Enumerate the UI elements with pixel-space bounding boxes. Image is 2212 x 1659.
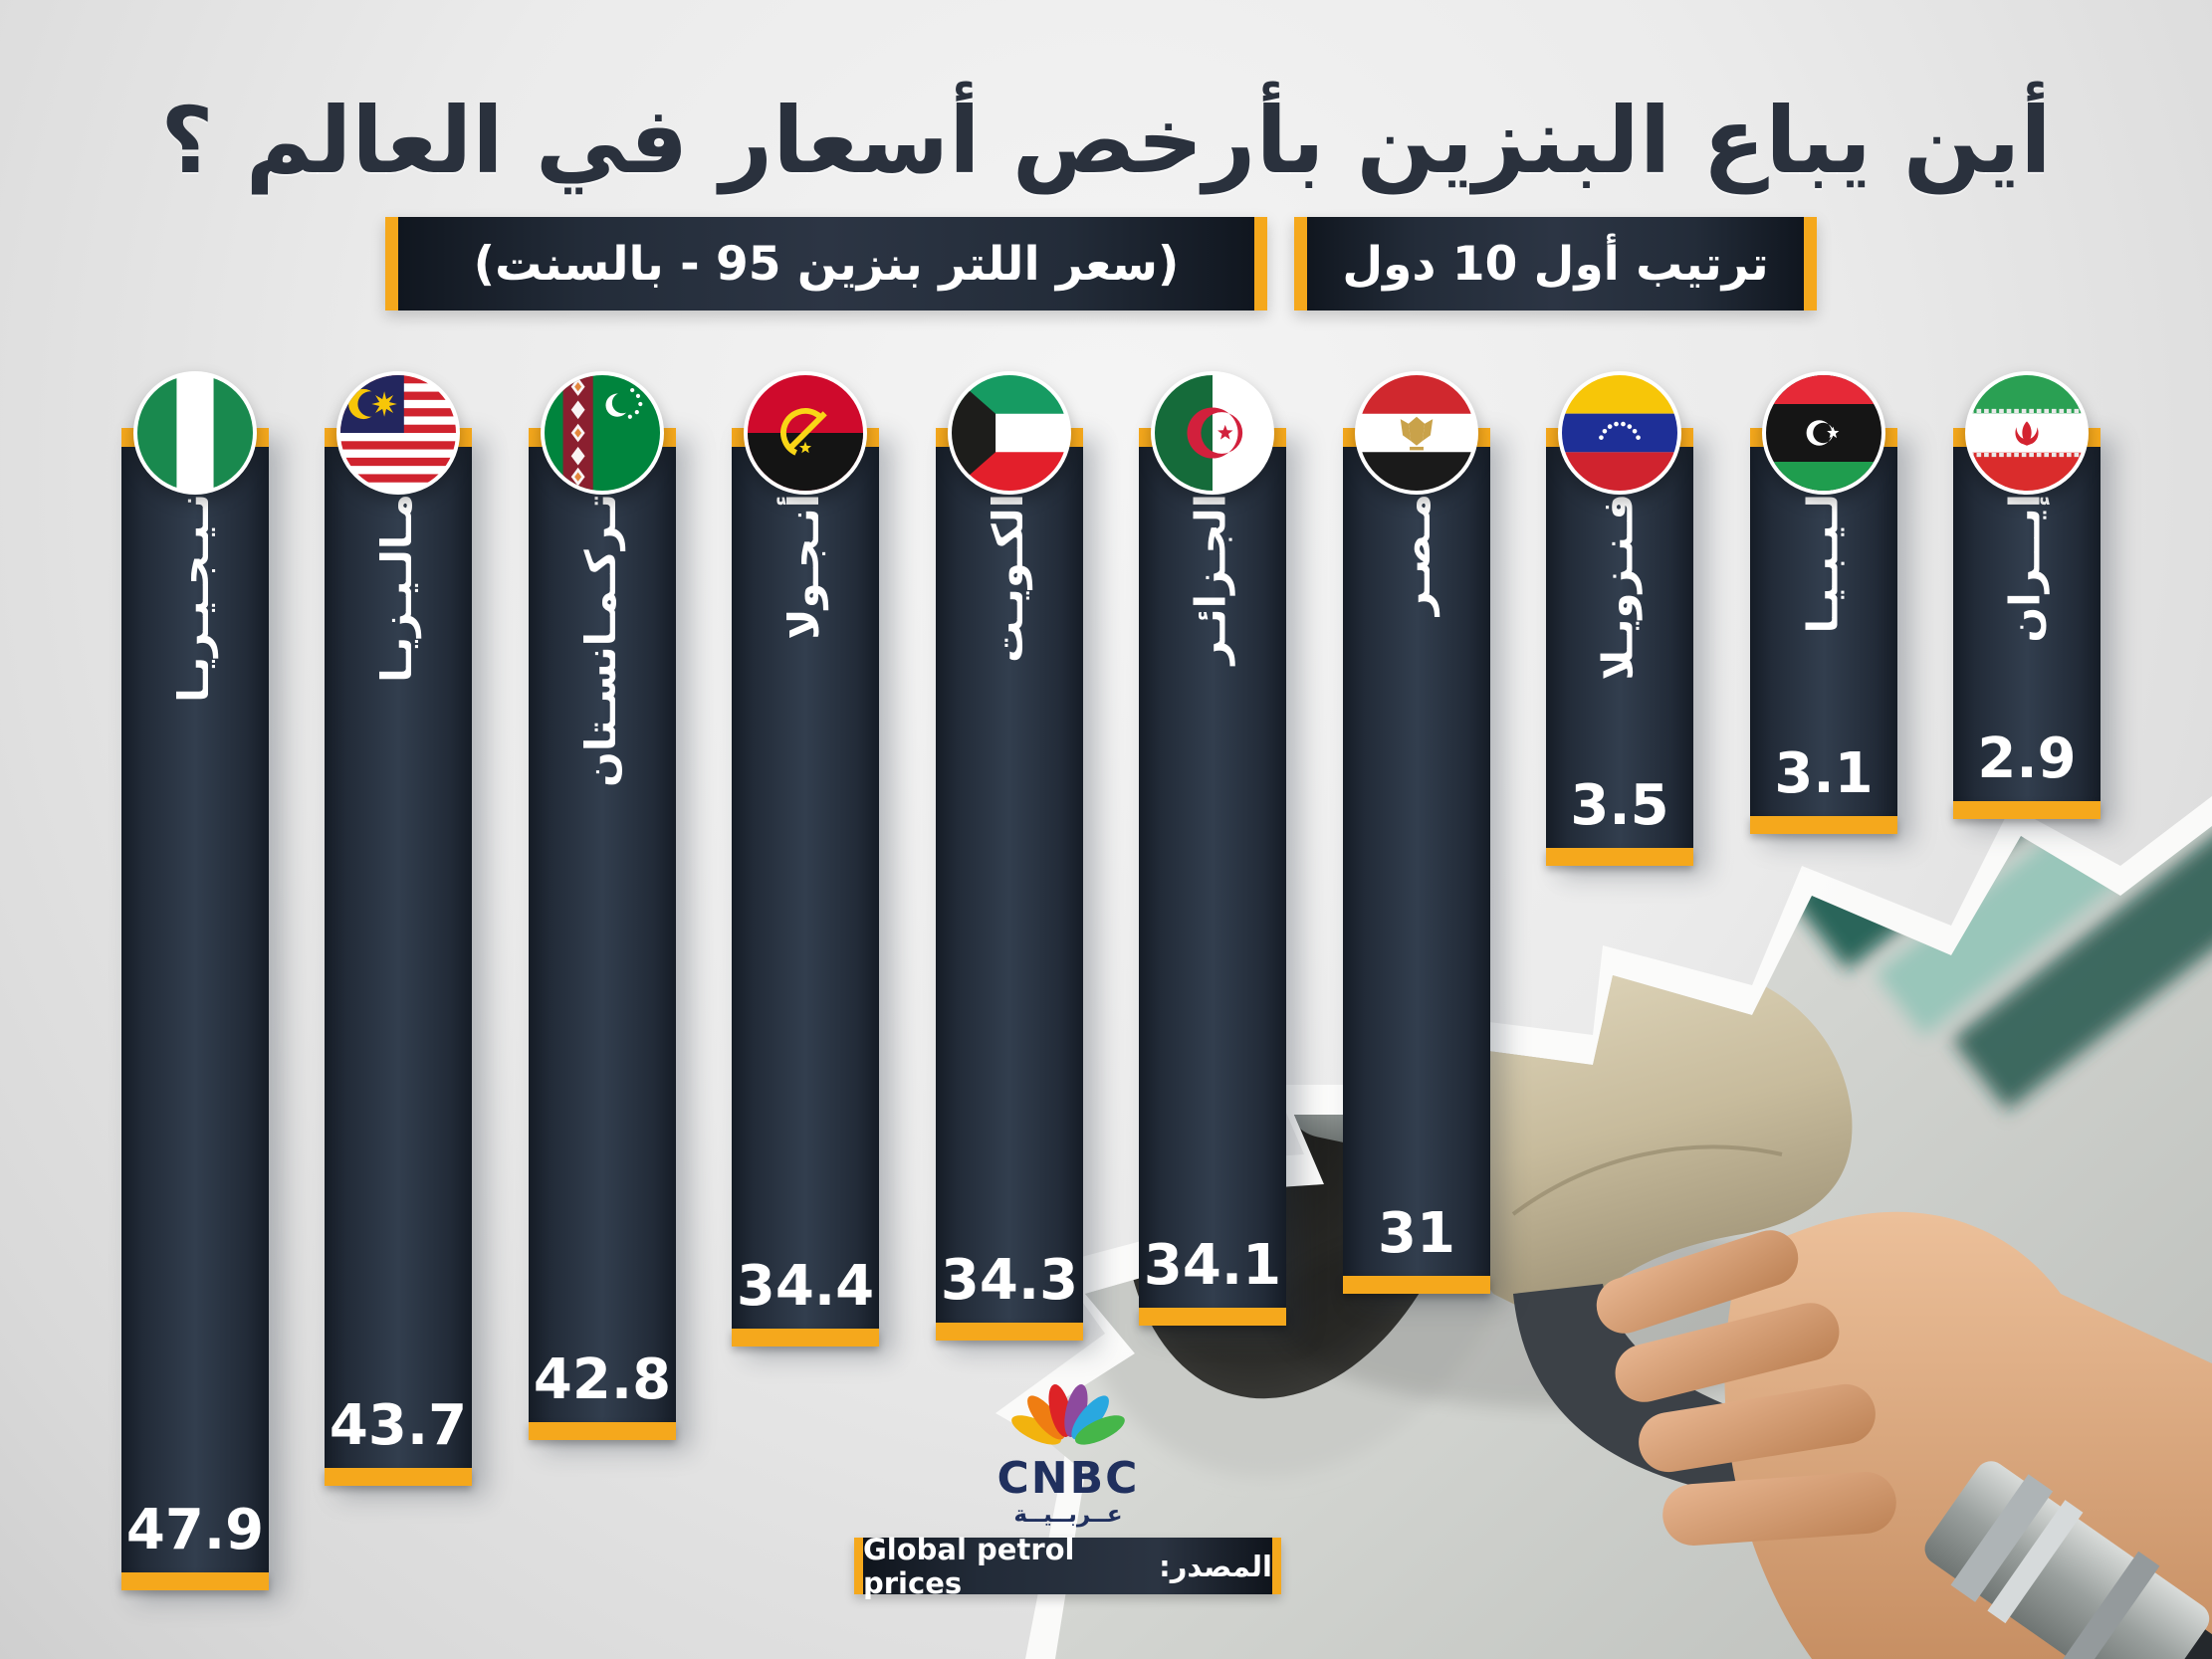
country-label: مـصـر [1391, 494, 1439, 616]
flag-kuwait-icon [948, 371, 1071, 495]
country-label: نـيـجـيـريـا [169, 494, 218, 703]
country-label: فـنـزويـلا [1594, 494, 1643, 681]
bar-turkmenistan: تـركـمـانسـتان 42.8 [529, 371, 676, 1440]
flag-libya-icon [1762, 371, 1885, 495]
flag-algeria-icon [1151, 371, 1274, 495]
bar-nigeria: نـيـجـيـريـا 47.9 [121, 371, 269, 1590]
bar-value: 2.9 [1977, 726, 2077, 791]
page-title: أين يباع البنزين بأرخص أسعار في العالم ؟ [160, 87, 2052, 194]
source-label: المصدر: [1159, 1549, 1272, 1583]
country-label: لـيـبـيـا [1798, 494, 1847, 634]
bar-venezuela: فـنـزويـلا 3.5 [1546, 371, 1693, 866]
country-label: تـركـمـانسـتان [576, 494, 625, 787]
bar-malaysia: مـالـيـزيـا 43.7 [325, 371, 472, 1486]
flag-egypt-icon [1355, 371, 1478, 495]
cnbc-arabic-wordmark: عــربــيــة [1013, 1502, 1123, 1529]
bar-libya: لـيـبـيـا 3.1 [1750, 371, 1897, 834]
cnbc-wordmark: CNBC [996, 1453, 1140, 1504]
bar-value: 43.7 [329, 1393, 468, 1458]
bar-algeria: الجـزائـر 34.1 [1139, 371, 1286, 1326]
source-name: Global petrol prices [863, 1532, 1075, 1600]
country-label: الكـويـت [984, 494, 1032, 663]
bar-egypt: مـصـر 31 [1343, 371, 1490, 1294]
country-label: الجـزائـر [1187, 494, 1235, 665]
bar-value: 34.1 [1143, 1233, 1282, 1298]
bar-value: 3.5 [1570, 773, 1669, 838]
flag-turkmenistan-icon [541, 371, 664, 495]
bar-value: 42.8 [533, 1348, 672, 1412]
flag-nigeria-icon [133, 371, 257, 495]
bar-value: 34.3 [940, 1248, 1079, 1313]
unit-badge: (سعر اللتر بنزين 95 - بالسنت) [385, 217, 1267, 311]
bar-kuwait: الكـويـت 34.3 [936, 371, 1083, 1341]
peacock-icon [1011, 1383, 1125, 1445]
flag-iran-icon [1965, 371, 2089, 495]
bar-angola: أنـجـولا 34.4 [732, 371, 879, 1347]
bar-value: 34.4 [736, 1254, 875, 1319]
bar-iran: إيـــران 2.9 [1953, 371, 2101, 819]
ranking-badge: ترتيب أول 10 دول [1294, 217, 1817, 311]
bar-value: 31 [1378, 1201, 1455, 1266]
flag-venezuela-icon [1558, 371, 1681, 495]
bar-value: 3.1 [1774, 741, 1874, 806]
flag-angola-icon [744, 371, 867, 495]
source-badge: المصدر: Global petrol prices [854, 1533, 1281, 1600]
country-label: مـالـيـزيـا [372, 494, 421, 683]
bar-value: 47.9 [125, 1498, 265, 1562]
cnbc-arabia-logo: CNBC عــربــيــة [944, 1378, 1193, 1528]
country-label: أنـجـولا [779, 494, 828, 640]
country-label: إيـــران [2001, 494, 2050, 643]
flag-malaysia-icon [336, 371, 460, 495]
